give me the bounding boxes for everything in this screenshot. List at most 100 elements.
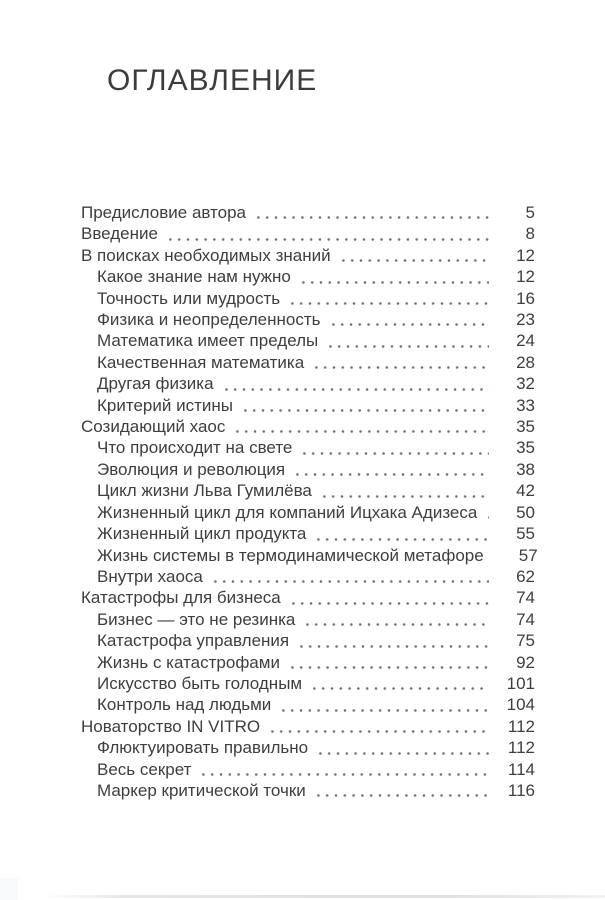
toc-row: Жизнь с катастрофами 92 bbox=[81, 652, 535, 673]
toc-entry-page: 35 bbox=[516, 438, 535, 458]
toc-entry-label: Что происходит на свете bbox=[97, 438, 293, 458]
toc-entry-label: Флюктуировать правильно bbox=[97, 738, 309, 758]
dot-leader bbox=[313, 794, 489, 798]
toc-entry-page: 32 bbox=[516, 374, 535, 394]
dot-leader bbox=[254, 216, 489, 220]
toc-row: Флюктуировать правильно 112 bbox=[81, 737, 535, 758]
dot-leader bbox=[199, 772, 489, 776]
toc-row: Другая физика 32 bbox=[81, 373, 535, 394]
dot-leader bbox=[338, 259, 489, 263]
dot-leader bbox=[316, 751, 489, 755]
page-title: ОГЛАВЛЕНИЕ bbox=[107, 64, 318, 97]
page-edge-shadow bbox=[42, 895, 605, 898]
dot-leader bbox=[314, 537, 489, 541]
toc-entry-label: Какое знание нам нужно bbox=[97, 267, 291, 287]
toc-entry-page: 12 bbox=[516, 267, 535, 287]
toc-entry-page: 116 bbox=[507, 780, 535, 800]
toc-row: Катастрофа управления 75 bbox=[81, 630, 535, 651]
toc-row: Внутри хаоса 62 bbox=[81, 566, 535, 587]
dot-leader bbox=[485, 516, 489, 520]
dot-leader bbox=[300, 451, 489, 455]
toc-entry-label: Жизненный цикл продукта bbox=[97, 524, 307, 544]
dot-leader bbox=[221, 387, 489, 391]
toc-entry-page: 16 bbox=[516, 288, 535, 308]
toc-entry-page: 55 bbox=[516, 524, 535, 544]
toc-entry-page: 75 bbox=[516, 631, 535, 651]
toc-row: Физика и неопределенность 23 bbox=[81, 309, 535, 330]
toc-entry-label: Созидающий хаос bbox=[81, 417, 226, 437]
toc-row: Качественная математика 28 bbox=[81, 352, 535, 373]
toc-row: Жизнь системы в термодинамической метафо… bbox=[81, 545, 538, 566]
toc-row: Искусство быть голодным 101 bbox=[81, 673, 535, 694]
toc-entry-label: Эволюция и революция bbox=[97, 459, 286, 479]
toc-entry-label: Точность или мудрость bbox=[97, 288, 281, 308]
toc-row: Жизненный цикл продукта 55 bbox=[81, 523, 535, 544]
toc-entry-label: Введение bbox=[81, 224, 158, 244]
dot-leader bbox=[297, 644, 489, 648]
toc-row: Жизненный цикл для компаний Ицхака Адизе… bbox=[81, 502, 535, 523]
dot-leader bbox=[165, 237, 489, 241]
dot-leader bbox=[303, 623, 489, 627]
toc-entry-page: 104 bbox=[506, 695, 535, 715]
dot-leader bbox=[240, 409, 489, 413]
toc-row: Весь секрет 114 bbox=[81, 759, 535, 780]
toc-entry-page: 35 bbox=[516, 417, 535, 437]
toc-row: Что происходит на свете 35 bbox=[81, 437, 535, 458]
dot-leader bbox=[288, 601, 489, 605]
toc-entry-page: 62 bbox=[516, 566, 535, 586]
toc-entry-label: Контроль над людьми bbox=[97, 695, 272, 715]
toc-entry-page: 57 bbox=[518, 545, 538, 565]
dot-leader bbox=[288, 302, 489, 306]
toc-entry-label: Маркер критической точки bbox=[97, 780, 306, 800]
toc-entry-page: 8 bbox=[525, 224, 535, 244]
table-of-contents: Предисловие автора 5 Введение 8 В поиска… bbox=[81, 202, 538, 801]
toc-entry-label: Математика имеет пределы bbox=[97, 331, 319, 351]
toc-entry-label: Критерий истины bbox=[97, 395, 233, 415]
toc-entry-page: 24 bbox=[516, 331, 535, 351]
dot-leader bbox=[319, 494, 489, 498]
toc-entry-label: В поисках необходимых знаний bbox=[81, 245, 331, 265]
toc-entry-page: 33 bbox=[516, 395, 535, 415]
toc-row: Введение 8 bbox=[81, 223, 535, 244]
dot-leader bbox=[268, 730, 489, 734]
toc-row: В поисках необходимых знаний 12 bbox=[81, 245, 535, 266]
toc-entry-page: 74 bbox=[516, 609, 535, 629]
toc-entry-label: Весь секрет bbox=[97, 759, 192, 779]
toc-entry-label: Искусство быть голодным bbox=[97, 673, 303, 693]
toc-entry-label: Предисловие автора bbox=[81, 203, 247, 222]
dot-leader bbox=[326, 344, 489, 348]
toc-entry-page: 5 bbox=[525, 203, 535, 222]
toc-entry-label: Жизненный цикл для компаний Ицхака Адизе… bbox=[97, 502, 478, 522]
dot-leader bbox=[328, 323, 489, 327]
toc-row: Точность или мудрость 16 bbox=[81, 288, 535, 309]
dot-leader bbox=[210, 580, 489, 584]
toc-entry-label: Качественная математика bbox=[97, 352, 305, 372]
toc-entry-page: 12 bbox=[516, 245, 535, 265]
toc-entry-page: 42 bbox=[516, 481, 535, 501]
toc-entry-page: 28 bbox=[516, 352, 535, 372]
toc-entry-label: Цикл жизни Льва Гумилёва bbox=[97, 481, 312, 501]
toc-entry-page: 114 bbox=[507, 759, 535, 779]
dot-leader bbox=[298, 280, 489, 284]
toc-row: Какое знание нам нужно 12 bbox=[81, 266, 535, 287]
dot-leader bbox=[233, 430, 489, 434]
toc-entry-page: 38 bbox=[516, 459, 535, 479]
toc-row: Контроль над людьми 104 bbox=[81, 694, 535, 715]
toc-entry-page: 92 bbox=[516, 652, 535, 672]
dot-leader bbox=[310, 687, 489, 691]
toc-entry-label: Физика и неопределенность bbox=[97, 310, 321, 330]
toc-row: Математика имеет пределы 24 bbox=[81, 330, 535, 351]
toc-row: Маркер критической точки 116 bbox=[81, 780, 535, 801]
toc-entry-label: Жизнь с катастрофами bbox=[97, 652, 280, 672]
dot-leader bbox=[279, 708, 489, 712]
toc-entry-page: 50 bbox=[516, 502, 535, 522]
toc-row: Бизнес — это не резинка 74 bbox=[81, 609, 535, 630]
toc-entry-page: 112 bbox=[507, 716, 535, 736]
toc-entry-label: Внутри хаоса bbox=[97, 566, 203, 586]
toc-entry-page: 23 bbox=[516, 310, 535, 330]
toc-entry-page: 112 bbox=[507, 738, 535, 758]
toc-row: Эволюция и революция 38 bbox=[81, 459, 535, 480]
toc-entry-page: 101 bbox=[506, 673, 535, 693]
toc-entry-label: Бизнес — это не резинка bbox=[97, 609, 296, 629]
